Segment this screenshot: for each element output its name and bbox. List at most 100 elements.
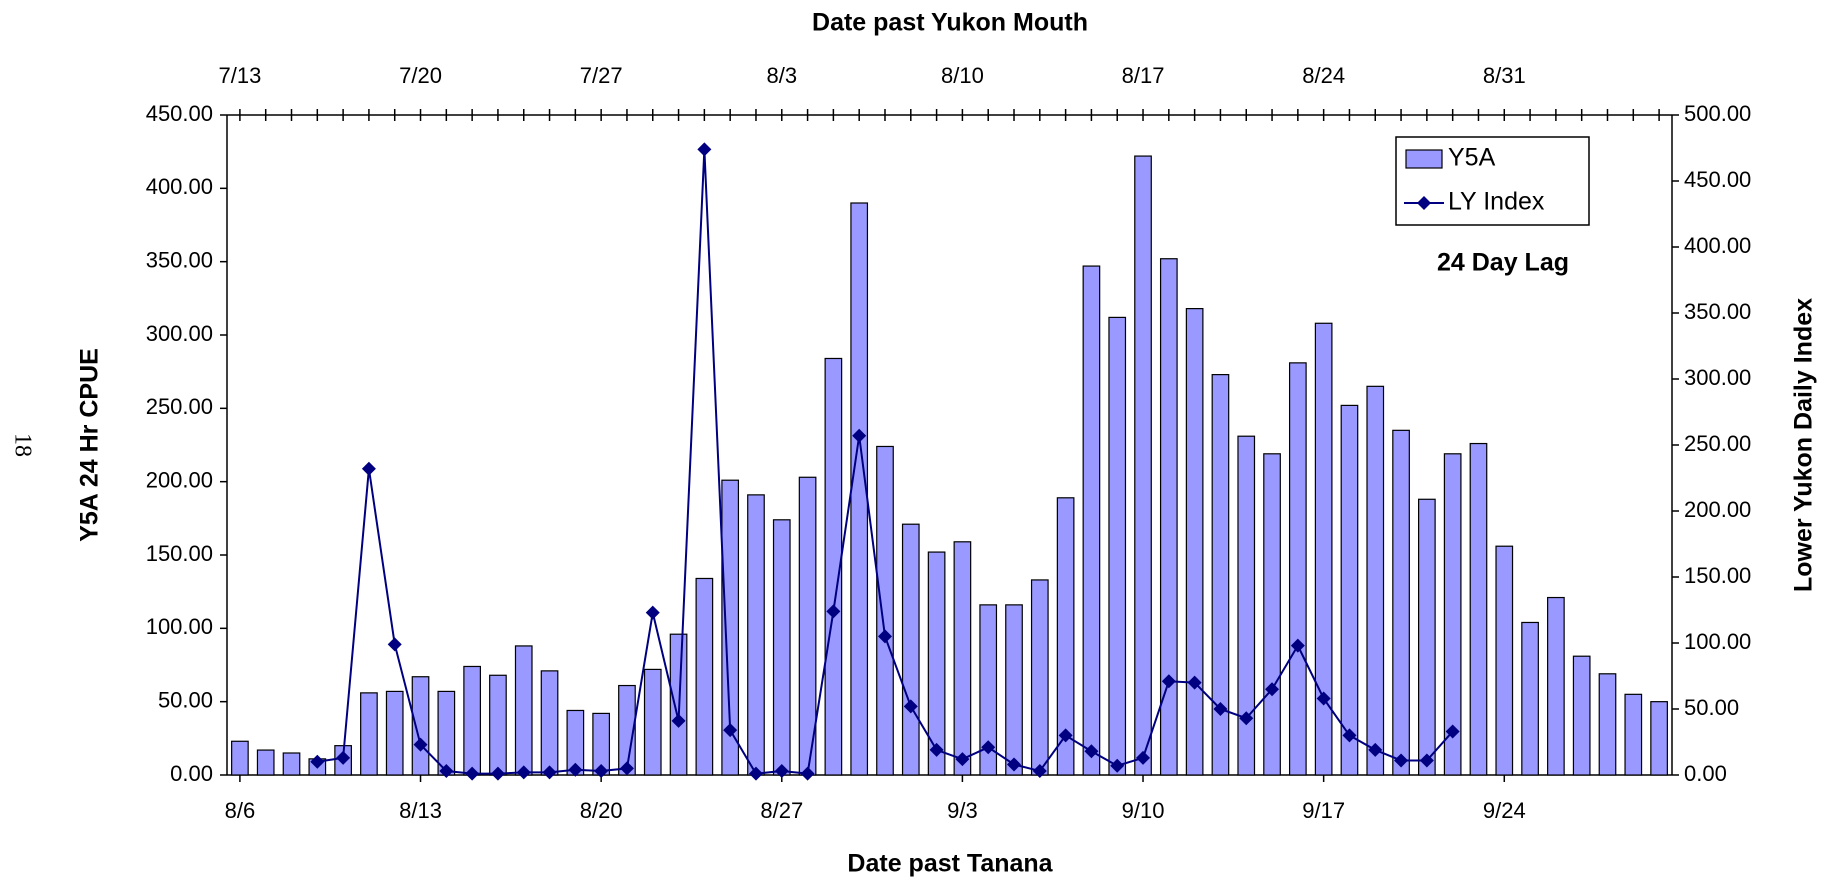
y2-tick-label: 300.00 (1684, 365, 1751, 390)
bar (747, 494, 765, 776)
marker (1187, 675, 1202, 690)
marker (413, 737, 428, 752)
marker (361, 461, 376, 476)
marker (1110, 758, 1125, 773)
bar (721, 479, 740, 776)
marker (1161, 674, 1176, 689)
marker (903, 699, 918, 714)
x2-tick-label: 7/20 (399, 63, 442, 88)
bar (256, 749, 275, 776)
y2-tick-label: 150.00 (1684, 563, 1751, 588)
x-tick-label: 8/6 (225, 798, 256, 823)
x-tick-label: 8/13 (399, 798, 442, 823)
marker (800, 766, 815, 781)
bar (824, 357, 843, 776)
bar (231, 740, 249, 776)
bar (901, 523, 920, 776)
bar (1572, 655, 1591, 776)
bar (798, 476, 817, 776)
bar (1056, 497, 1075, 776)
marker (723, 723, 738, 738)
top-axis-title: Date past Yukon Mouth (812, 9, 1088, 37)
y2-tick-label: 100.00 (1684, 629, 1751, 654)
x-tick-label: 8/27 (760, 798, 803, 823)
bar (1392, 429, 1410, 776)
bar (1547, 596, 1565, 776)
marker (671, 713, 686, 728)
bar (1598, 673, 1617, 776)
y2-axis-title: Lower Yukon Daily Index (1790, 298, 1818, 592)
marker (465, 766, 480, 781)
marker (387, 637, 402, 652)
bar (1134, 155, 1152, 776)
bar (1005, 604, 1023, 776)
y-axis-title: Y5A 24 Hr CPUE (76, 348, 104, 542)
marker (1368, 742, 1383, 757)
y-tick-label: 0.00 (170, 761, 213, 786)
bar (411, 676, 430, 776)
bar (1030, 579, 1049, 776)
y2-tick-label: 400.00 (1684, 233, 1751, 258)
bar (876, 445, 894, 776)
bar (489, 674, 507, 776)
bar (695, 577, 714, 776)
y-tick-label: 450.00 (146, 101, 213, 126)
bar (772, 519, 791, 776)
marker (852, 428, 867, 443)
y-tick-label: 100.00 (146, 614, 213, 639)
x2-tick-label: 7/27 (580, 63, 623, 88)
marker (490, 766, 505, 781)
marker (619, 761, 634, 776)
marker (1290, 638, 1305, 653)
marker (748, 766, 763, 781)
bar (1418, 498, 1436, 776)
marker (1342, 728, 1357, 743)
bar (953, 541, 972, 776)
marker (1084, 744, 1099, 759)
bar (1108, 316, 1127, 776)
bar (1650, 701, 1668, 776)
bar (360, 692, 378, 776)
x-tick-label: 9/17 (1302, 798, 1345, 823)
bar (1082, 265, 1101, 776)
bar (1314, 322, 1333, 776)
bar (979, 604, 998, 776)
marker (1213, 702, 1228, 716)
bar (1366, 385, 1385, 776)
y2-tick-label: 350.00 (1684, 299, 1751, 324)
marker (516, 765, 531, 780)
marker (542, 765, 557, 780)
bar (1159, 258, 1178, 776)
marker (981, 740, 996, 755)
bar (1443, 453, 1462, 776)
y-tick-label: 350.00 (146, 247, 213, 272)
y2-tick-label: 0.00 (1684, 761, 1727, 786)
y-tick-label: 300.00 (146, 321, 213, 346)
bar (463, 665, 481, 776)
marker (929, 742, 944, 757)
bar (1185, 308, 1204, 776)
y-tick-label: 400.00 (146, 174, 213, 199)
annotation: 24 Day Lag (1437, 249, 1569, 277)
x-tick-label: 9/24 (1483, 798, 1526, 823)
x2-tick-label: 8/3 (766, 63, 797, 88)
page-number: 18 (9, 433, 35, 457)
x-axis-title: Date past Tanana (847, 850, 1053, 878)
y-tick-label: 50.00 (158, 687, 213, 712)
bar (850, 202, 869, 776)
marker (1032, 764, 1047, 779)
bar (1237, 435, 1256, 776)
bar (643, 668, 662, 776)
marker (774, 764, 789, 779)
marker (1265, 682, 1280, 697)
marker (955, 752, 970, 767)
bar (1340, 404, 1359, 776)
marker (645, 605, 660, 620)
bar (1263, 453, 1281, 776)
marker (1316, 691, 1331, 706)
x2-tick-label: 8/24 (1302, 63, 1345, 88)
marker (1394, 753, 1409, 768)
bar (282, 752, 301, 776)
y2-tick-label: 500.00 (1684, 101, 1751, 126)
bar (1624, 693, 1643, 776)
